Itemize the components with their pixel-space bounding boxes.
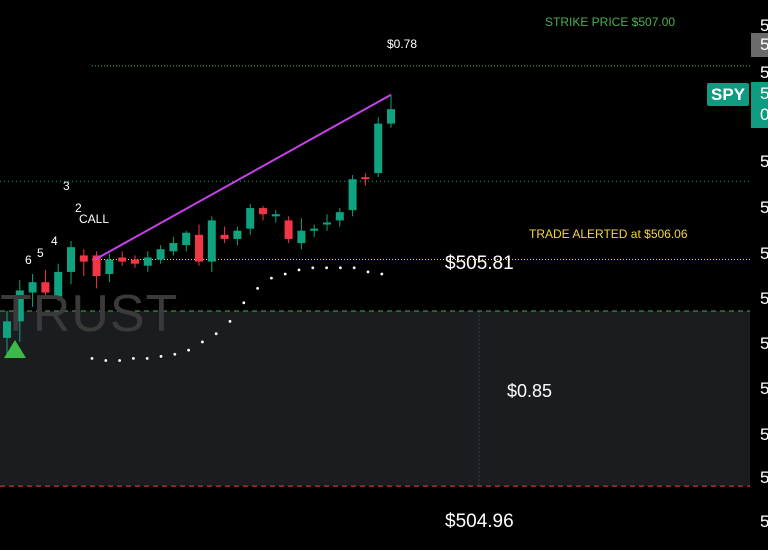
curve-dot: [339, 266, 342, 270]
wave-count-6: 6: [25, 253, 32, 267]
candle-body: [169, 243, 178, 252]
candle-body: [41, 282, 50, 293]
curve-dot: [352, 266, 356, 270]
candle-body: [28, 282, 37, 293]
axis-tick-label: 5: [760, 63, 768, 82]
zone-value-label: $0.85: [507, 381, 553, 401]
wave-count-2: 2: [75, 201, 82, 215]
peak-price-label: $0.78: [387, 37, 418, 51]
wave-count-5: 5: [37, 246, 44, 260]
curve-dot: [311, 266, 315, 270]
axis-tick-label: 5: [760, 16, 768, 35]
current-price-digit: 5: [760, 84, 768, 103]
watermark: TRUST: [0, 285, 179, 343]
wave-count-4: 4: [51, 234, 58, 248]
candle-body: [284, 220, 293, 239]
candle-body: [92, 255, 101, 277]
candle-body: [387, 109, 395, 124]
candle-body: [156, 249, 165, 260]
candle-body: [323, 222, 331, 225]
wave-count-3: 3: [63, 179, 70, 193]
axis-price-box: [751, 33, 768, 57]
candle-body: [54, 271, 63, 297]
curve-dot: [118, 359, 121, 362]
curve-dot: [159, 354, 163, 358]
curve-dot: [187, 348, 191, 352]
strike-price-label: STRIKE PRICE $507.00: [545, 15, 676, 29]
candle-body: [233, 230, 242, 239]
candle-body: [67, 247, 75, 272]
axis-tick-label: 5: [760, 468, 768, 487]
candle-body: [297, 230, 306, 244]
curve-dot: [242, 301, 246, 305]
curve-dot: [270, 276, 273, 280]
axis-tick-label: 5: [760, 289, 768, 308]
curve-dot: [145, 357, 149, 360]
axis-tick-label: 5: [760, 198, 768, 217]
axis-tick-label: 5: [760, 152, 768, 171]
curve-dot: [201, 340, 204, 344]
curve-dot: [132, 357, 135, 360]
trade-alert-label: TRADE ALERTED at $506.06: [529, 227, 688, 241]
curve-dot: [256, 286, 259, 290]
curve-dot: [366, 270, 370, 274]
axis-tick-label: 5: [760, 425, 768, 444]
axis-tick-label: 5: [760, 244, 768, 263]
candle-body: [374, 123, 383, 174]
candle-body: [361, 177, 370, 180]
candle-body: [3, 321, 11, 338]
candle-body: [207, 220, 216, 262]
curve-dot: [228, 319, 232, 323]
curve-dot: [214, 332, 218, 336]
curve-dot: [104, 359, 108, 362]
curve-dot: [283, 272, 287, 276]
ticker-badge[interactable]: SPY: [707, 83, 749, 106]
candle-body: [143, 257, 152, 266]
target-price-label: $505.81: [445, 253, 514, 274]
curve-dot: [173, 352, 177, 356]
candle-body: [182, 232, 191, 246]
candle-body: [259, 208, 267, 215]
candle-body: [310, 228, 319, 231]
axis-tick-label: 5: [760, 334, 768, 353]
curve-dot: [90, 357, 94, 360]
current-price-sub: 0: [760, 105, 768, 124]
candle-body: [348, 179, 357, 211]
curve-dot: [380, 272, 384, 276]
axis-tick-label: 5: [760, 512, 768, 531]
curve-dot: [325, 266, 328, 270]
candle-body: [335, 212, 344, 221]
target-zone: [0, 311, 750, 487]
candle-body: [15, 290, 24, 322]
trendline: [94, 93, 392, 261]
stop-price-label: $504.96: [445, 511, 514, 532]
candle-body: [79, 255, 88, 262]
curve-dot: [297, 268, 301, 272]
current-price-box: [751, 82, 768, 128]
buy-signal-arrow-icon: [4, 340, 26, 358]
candle-body: [195, 234, 203, 262]
candle-body: [220, 234, 229, 239]
candle-body: [118, 257, 127, 262]
axis-tick-label: 5: [760, 379, 768, 398]
candle-body: [271, 214, 280, 217]
axis-box-digit: 5: [760, 35, 768, 54]
candle-body: [105, 259, 114, 274]
candle-body: [246, 208, 255, 229]
call-label: CALL: [79, 212, 110, 226]
candle-body: [131, 259, 139, 264]
